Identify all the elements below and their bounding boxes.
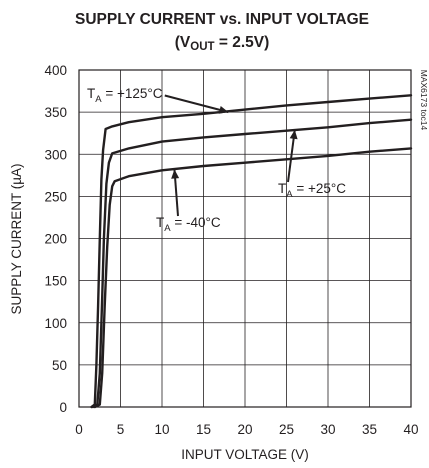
grid-lines: [78, 69, 412, 408]
annotation-arrowhead: [171, 169, 180, 179]
x-tick-label: 25: [279, 422, 294, 437]
y-axis-label: SUPPLY CURRENT (µA): [9, 163, 24, 314]
y-tick-label: 100: [44, 316, 67, 331]
x-tick-label: 15: [196, 422, 211, 437]
annotation-arrowhead: [289, 129, 298, 140]
x-tick-label: 5: [117, 422, 125, 437]
series-line-25c: [91, 118, 413, 409]
y-tick-label: 0: [59, 400, 67, 415]
plot-frame: [78, 69, 412, 408]
y-tick-label: 300: [44, 147, 67, 162]
series-line-minus40c: [93, 147, 413, 409]
x-tick-label: 0: [75, 422, 83, 437]
y-tick-label: 350: [44, 105, 67, 120]
annotation-arrowhead: [218, 105, 229, 114]
series-line-125c: [90, 94, 413, 409]
series-label-125c: TA = +125°C: [87, 86, 163, 105]
x-tick-label: 40: [403, 422, 418, 437]
figure-id-label: MAX6173 toc14: [419, 70, 429, 131]
y-tick-label: 150: [44, 274, 67, 289]
x-axis-label: INPUT VOLTAGE (V): [181, 447, 309, 462]
series-label-minus40c: TA = -40°C: [156, 215, 221, 234]
annotation-leaders: [164, 94, 298, 217]
chart-title-line2: (VOUT = 2.5V): [175, 34, 270, 53]
x-tick-label: 10: [154, 422, 169, 437]
x-tick-label: 35: [362, 422, 377, 437]
x-tick-label: 20: [237, 422, 252, 437]
series-label-25c: TA = +25°C: [278, 181, 346, 200]
y-tick-label: 250: [44, 189, 67, 204]
chart-title-line1: SUPPLY CURRENT vs. INPUT VOLTAGE: [75, 11, 369, 28]
data-series: [90, 94, 413, 409]
y-tick-label: 400: [44, 63, 67, 78]
annotation-leader-line: [164, 94, 229, 114]
x-tick-label: 30: [320, 422, 335, 437]
y-tick-label: 200: [44, 232, 67, 247]
y-tick-label: 50: [52, 358, 67, 373]
